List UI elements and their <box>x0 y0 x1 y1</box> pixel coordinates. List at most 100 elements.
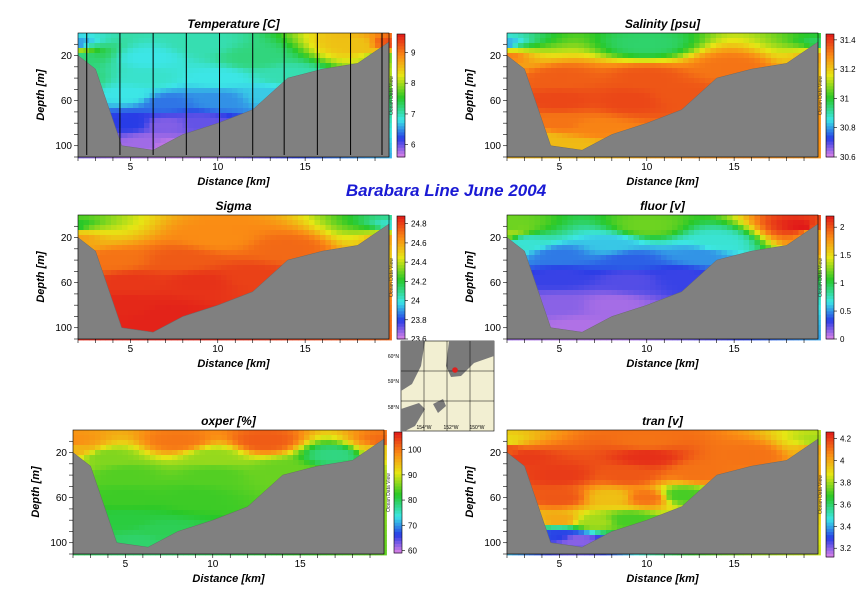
field-cell <box>232 290 238 296</box>
field-cell <box>166 270 172 276</box>
field-cell <box>611 103 618 109</box>
field-cell <box>683 33 689 39</box>
field-cell <box>149 43 156 49</box>
field-cell <box>94 220 101 226</box>
field-cell <box>199 260 205 266</box>
field-cell <box>661 235 667 241</box>
field-cell <box>639 33 645 39</box>
field-cell <box>793 220 799 226</box>
field-cell <box>171 43 178 49</box>
field-cell <box>567 235 574 241</box>
field-cell <box>177 265 183 271</box>
field-cell <box>639 98 645 104</box>
field-cell <box>83 215 90 221</box>
colorbar-swatch <box>826 61 834 66</box>
field-cell <box>155 300 161 306</box>
field-cell <box>540 88 546 94</box>
field-cell <box>287 250 293 256</box>
field-cell <box>600 48 607 54</box>
field-cell <box>617 235 623 241</box>
field-cell <box>270 220 277 226</box>
field-cell <box>248 250 255 256</box>
field-cell <box>254 43 260 49</box>
field-cell <box>193 255 200 261</box>
field-cell <box>298 245 304 251</box>
field-cell <box>188 108 194 114</box>
field-cell <box>243 63 249 69</box>
field-cell <box>705 68 711 74</box>
field-cell <box>672 93 678 99</box>
colorbar-tick-label: 23.8 <box>411 316 427 325</box>
field-cell <box>309 33 315 39</box>
colorbar-frame <box>825 33 835 158</box>
field-cell <box>545 68 552 74</box>
field-cell <box>248 68 255 74</box>
field-cell <box>589 83 596 89</box>
field-cell <box>78 235 84 241</box>
field-cell <box>644 103 651 109</box>
field-cell <box>171 48 178 54</box>
x-tick-label: 10 <box>212 344 224 355</box>
field-cell <box>551 88 557 94</box>
field-cell <box>804 215 810 221</box>
field-cell <box>644 73 651 79</box>
field-cell <box>710 58 717 64</box>
field-cell <box>672 58 678 64</box>
field-cell <box>529 245 535 251</box>
field-cell <box>661 113 667 119</box>
field-cell <box>177 73 183 79</box>
field-cell <box>567 103 574 109</box>
field-cell <box>650 63 656 69</box>
field-cell <box>166 98 172 104</box>
field-cell <box>182 220 189 226</box>
field-cell <box>221 265 227 271</box>
field-cell <box>655 93 662 99</box>
field-cell <box>666 240 673 246</box>
field-cell <box>694 63 700 69</box>
field-cell <box>133 245 139 251</box>
field-cell <box>149 48 156 54</box>
field-cell <box>215 255 222 261</box>
field-cell <box>221 38 227 44</box>
field-cell <box>584 225 590 231</box>
field-cell <box>254 38 260 44</box>
field-cell <box>611 225 618 231</box>
colorbar-swatch <box>397 231 405 235</box>
field-cell <box>650 83 656 89</box>
field-cell <box>512 230 519 236</box>
field-cell <box>320 43 326 49</box>
field-cell <box>160 58 167 64</box>
field-cell <box>182 108 189 114</box>
field-cell <box>232 58 238 64</box>
field-cell <box>666 83 673 89</box>
field-cell <box>133 73 139 79</box>
field-cell <box>358 215 365 221</box>
colorbar-swatch <box>826 104 834 109</box>
field-cell <box>765 215 772 221</box>
field-cell <box>644 245 651 251</box>
field-cell <box>160 63 167 69</box>
field-cell <box>650 78 656 84</box>
field-cell <box>138 310 145 316</box>
field-cell <box>215 260 222 266</box>
field-cell <box>551 138 557 144</box>
x-tick-label: 15 <box>729 162 741 173</box>
colorbar-swatch <box>397 67 405 72</box>
field-cell <box>188 295 194 301</box>
field-cell <box>182 113 189 119</box>
field-cell <box>111 275 117 281</box>
field-cell <box>155 73 161 79</box>
field-cell <box>600 113 607 119</box>
field-cell <box>677 88 684 94</box>
field-cell <box>111 78 117 84</box>
field-cell <box>254 68 260 74</box>
field-cell <box>567 138 574 144</box>
field-cell <box>611 118 618 124</box>
field-cell <box>155 128 161 134</box>
field-cell <box>144 43 150 49</box>
field-cell <box>650 103 656 109</box>
field-cell <box>259 78 266 84</box>
field-cell <box>331 235 337 241</box>
field-cell <box>155 123 161 129</box>
field-cell <box>127 128 134 134</box>
